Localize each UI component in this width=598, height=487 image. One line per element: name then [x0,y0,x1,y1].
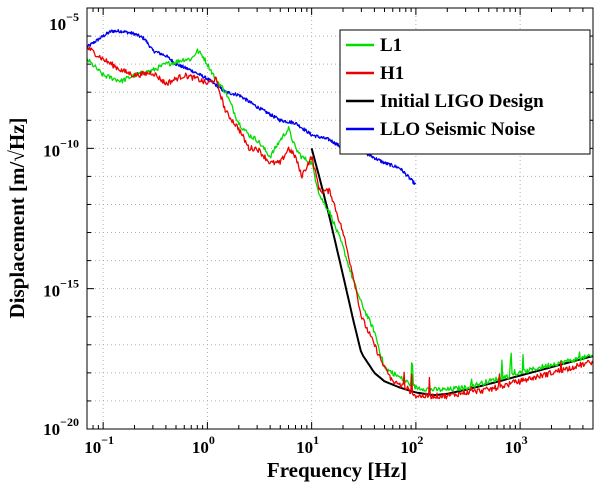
x-tick-label-3: 102 [400,433,423,457]
series-line-l1 [86,48,594,393]
legend-label-llo-seismic-noise: LLO Seismic Noise [380,119,535,140]
x-tick-label-1: 100 [192,433,215,457]
legend: L1 H1 Initial LIGO Design LLO Seismic No… [339,29,591,155]
y-tick-label-1: 10−10 [43,136,79,160]
legend-label-h1: H1 [380,63,404,84]
legend-label-l1: L1 [380,35,402,56]
y-axis-label: Displacement [m/√Hz] [5,117,29,318]
y-tick-label-2: 10−15 [43,277,79,301]
x-axis-label: Frequency [Hz] [267,458,407,482]
series-line-h1 [86,46,594,400]
ticks [86,7,594,430]
x-tick-label-0: 10−1 [84,433,114,457]
legend-box [339,29,591,155]
plot-frame [86,7,594,430]
y-tick-label-3: 10−20 [43,415,79,439]
x-tick-label-4: 103 [505,433,528,457]
x-tick-label-2: 101 [296,433,319,457]
y-tick-label-0: 10−5 [49,10,79,34]
legend-label-initial-ligo-design: Initial LIGO Design [380,91,544,112]
series-line-initial-ligo-design [310,148,594,397]
